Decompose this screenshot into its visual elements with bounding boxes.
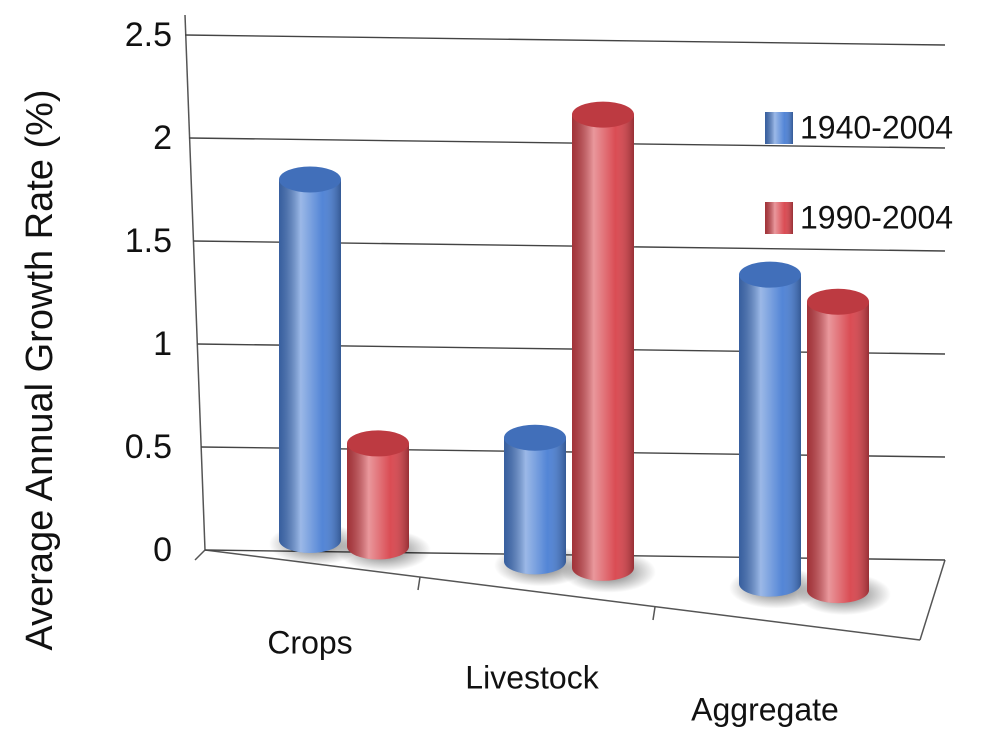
bar-top <box>347 430 409 457</box>
y-axis-title: Average Annual Growth Rate (%) <box>19 89 61 650</box>
bar-shine <box>347 443 409 560</box>
bar-shine <box>504 437 566 575</box>
bar <box>504 424 566 575</box>
y-tick-label: 1.5 <box>125 222 172 260</box>
bar <box>572 101 634 581</box>
x-tick-label: Aggregate <box>691 691 839 727</box>
bar <box>739 261 801 597</box>
bar-top-shade <box>572 101 634 128</box>
y-tick-label: 0 <box>153 531 172 569</box>
bar-top <box>739 261 801 288</box>
bar <box>347 430 409 560</box>
bar-shine <box>572 114 634 581</box>
grid-line <box>184 34 946 46</box>
legend-label: 1940-2004 <box>800 109 953 145</box>
bar-top <box>504 424 566 451</box>
plot: 0 0.5 1 1.5 2 2.5 1940-2004 1990-2004 Crops Lives… <box>125 16 953 727</box>
y-tick-label: 2 <box>153 119 172 157</box>
bar <box>279 166 341 553</box>
bar <box>807 288 869 604</box>
bar-top <box>807 288 869 315</box>
grid-line <box>188 137 946 149</box>
x-tick-label: Livestock <box>465 659 599 695</box>
legend-swatch-shine <box>765 202 793 234</box>
y-tick-label: 0.5 <box>125 428 172 466</box>
frame <box>184 14 946 641</box>
bar-shine <box>739 274 801 597</box>
bar-top-shade <box>504 424 566 451</box>
y-tick-label: 2.5 <box>125 16 172 54</box>
bar-top-shade <box>279 166 341 193</box>
bar-top-shade <box>347 430 409 457</box>
legend-label: 1990-2004 <box>800 199 953 235</box>
bar-shine <box>807 301 869 604</box>
bar-top-shade <box>739 261 801 288</box>
x-tick-label: Crops <box>267 624 352 660</box>
bar-top <box>572 101 634 128</box>
legend-swatch-shine <box>765 112 793 144</box>
bar-shine <box>279 179 341 553</box>
bar-top <box>279 166 341 193</box>
y-tick-label: 1 <box>153 325 172 363</box>
bar-top-shade <box>807 288 869 315</box>
